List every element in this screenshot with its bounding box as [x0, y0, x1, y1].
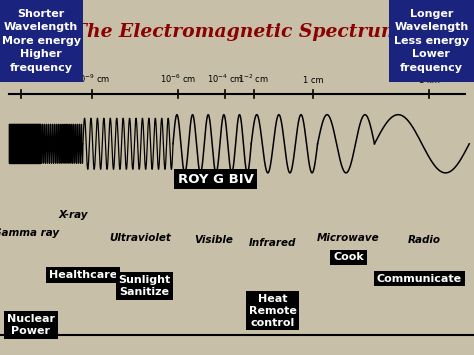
Text: X-ray: X-ray: [59, 210, 88, 220]
Text: Cook: Cook: [333, 252, 364, 262]
FancyBboxPatch shape: [0, 0, 83, 82]
Text: 10$^{-4}$ cm: 10$^{-4}$ cm: [207, 73, 243, 85]
Text: 1 cm: 1 cm: [302, 76, 323, 85]
Text: ROY G BIV: ROY G BIV: [178, 173, 254, 186]
Text: Microwave: Microwave: [317, 233, 380, 243]
Text: Communicate: Communicate: [377, 274, 462, 284]
Text: Gamma ray: Gamma ray: [0, 228, 59, 237]
Text: 1 km: 1 km: [419, 76, 439, 85]
FancyBboxPatch shape: [389, 0, 474, 82]
Text: Shorter
Wavelength
More energy
Higher
frequency: Shorter Wavelength More energy Higher fr…: [2, 9, 81, 73]
Text: Visible: Visible: [194, 235, 233, 245]
Text: 1$^{-2}$ cm: 1$^{-2}$ cm: [238, 73, 269, 85]
Text: Longer
Wavelength
Less energy
Lower
frequency: Longer Wavelength Less energy Lower freq…: [394, 9, 469, 73]
Text: 10$^{-13}$ cm: 10$^{-13}$ cm: [1, 73, 41, 85]
Text: Ultraviolet: Ultraviolet: [109, 233, 171, 243]
Text: 10$^{-6}$ cm: 10$^{-6}$ cm: [160, 73, 196, 85]
Text: 10$^{-9}$ cm: 10$^{-9}$ cm: [74, 73, 110, 85]
Text: Healthcare: Healthcare: [49, 270, 117, 280]
Text: Sunlight
Sanitize: Sunlight Sanitize: [118, 275, 171, 297]
Text: Infrared: Infrared: [249, 238, 296, 248]
Text: Heat
Remote
control: Heat Remote control: [248, 294, 297, 328]
Text: Nuclear
Power: Nuclear Power: [7, 314, 55, 336]
Text: The Electromagnetic Spectrum: The Electromagnetic Spectrum: [73, 23, 401, 41]
Text: Radio: Radio: [408, 235, 441, 245]
